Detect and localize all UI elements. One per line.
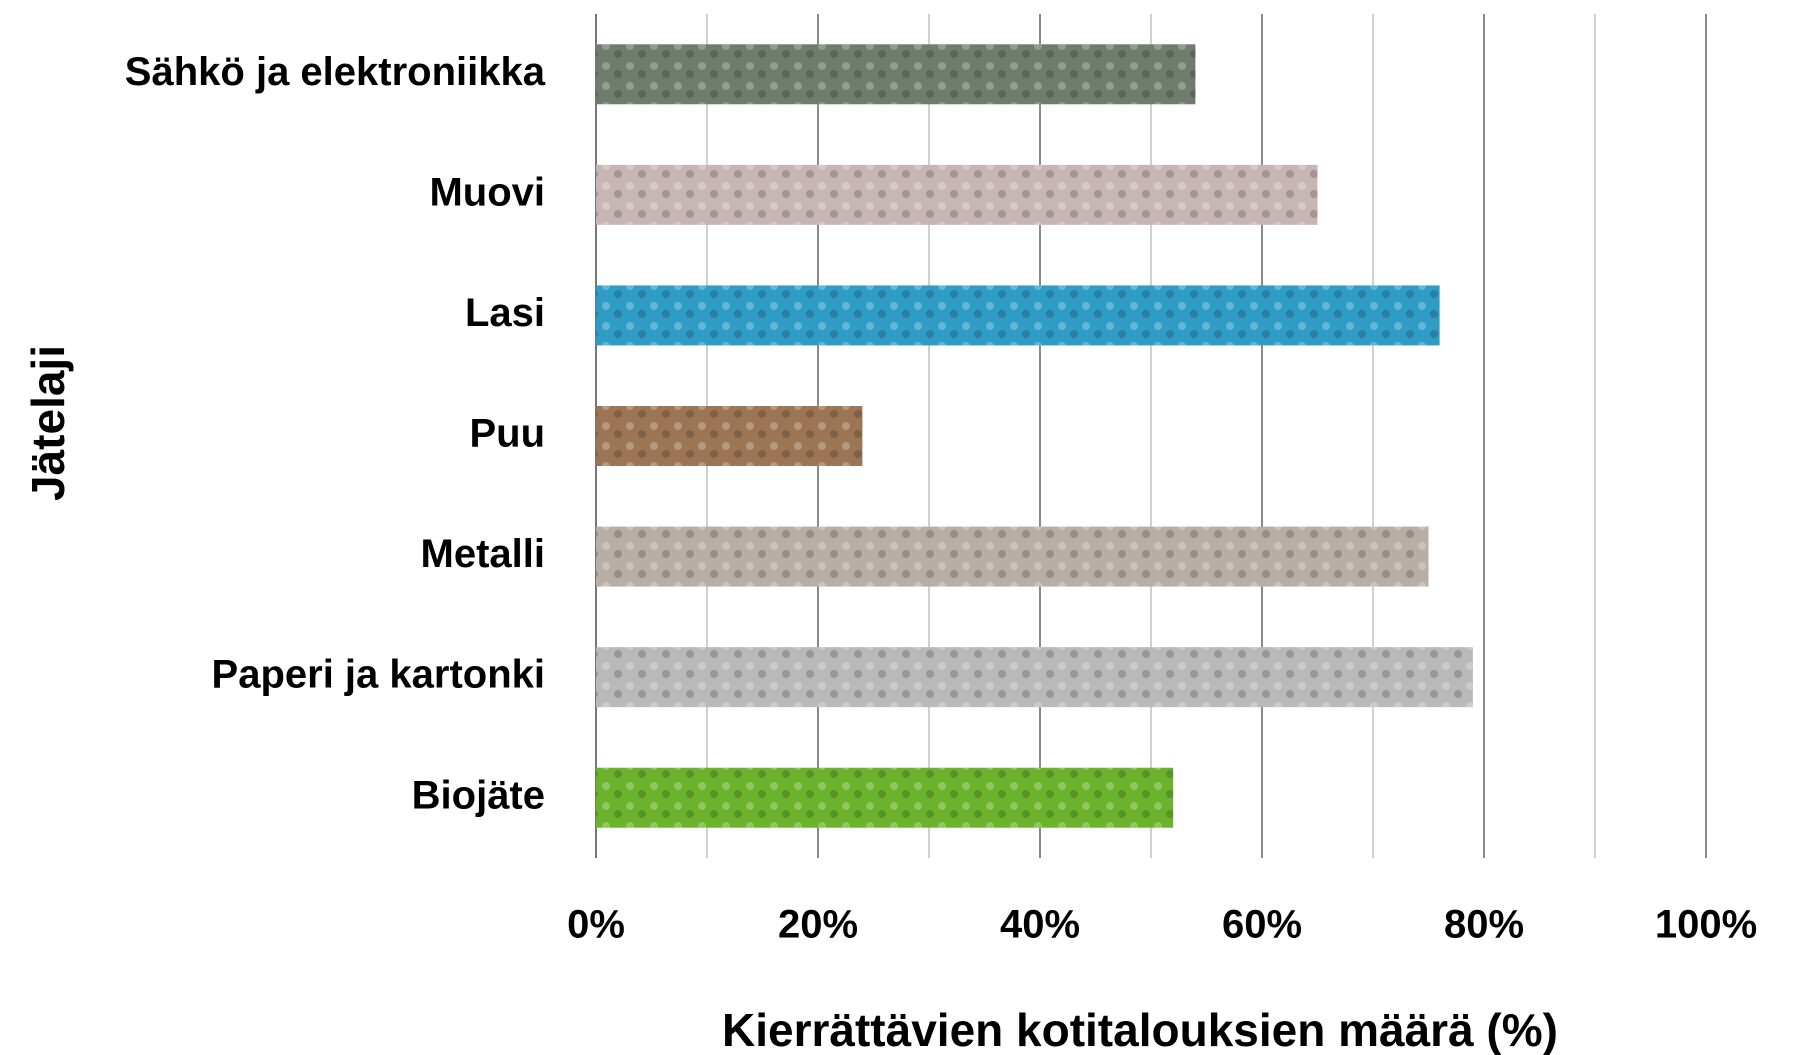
y-tick-label: Puu bbox=[469, 412, 545, 456]
bar-texture bbox=[596, 406, 863, 466]
y-tick-label: Biojäte bbox=[412, 773, 545, 817]
x-tick-label: 80% bbox=[1444, 903, 1524, 947]
x-tick-label: 100% bbox=[1655, 903, 1757, 947]
bar-texture bbox=[596, 647, 1473, 708]
y-tick-label: Metalli bbox=[421, 532, 545, 576]
x-tick-label: 0% bbox=[567, 903, 625, 947]
y-tick-label: Paperi ja kartonki bbox=[212, 653, 545, 697]
bar-texture bbox=[596, 164, 1318, 225]
x-tick-label: 40% bbox=[1000, 903, 1080, 947]
x-tick-label: 60% bbox=[1222, 903, 1302, 947]
bar-texture bbox=[596, 526, 1429, 587]
bar-texture bbox=[596, 44, 1196, 105]
bar-texture bbox=[596, 285, 1440, 346]
y-tick-label: Sähkö ja elektroniikka bbox=[125, 50, 546, 94]
y-tick-label: Muovi bbox=[429, 170, 545, 214]
x-tick-label: 20% bbox=[778, 903, 858, 947]
y-tick-label: Lasi bbox=[465, 291, 545, 335]
y-axis-title: Jätelaji bbox=[22, 345, 74, 501]
x-axis-title: Kierrättävien kotitalouksien määrä (%) bbox=[722, 1004, 1558, 1055]
bar-texture bbox=[596, 767, 1174, 828]
